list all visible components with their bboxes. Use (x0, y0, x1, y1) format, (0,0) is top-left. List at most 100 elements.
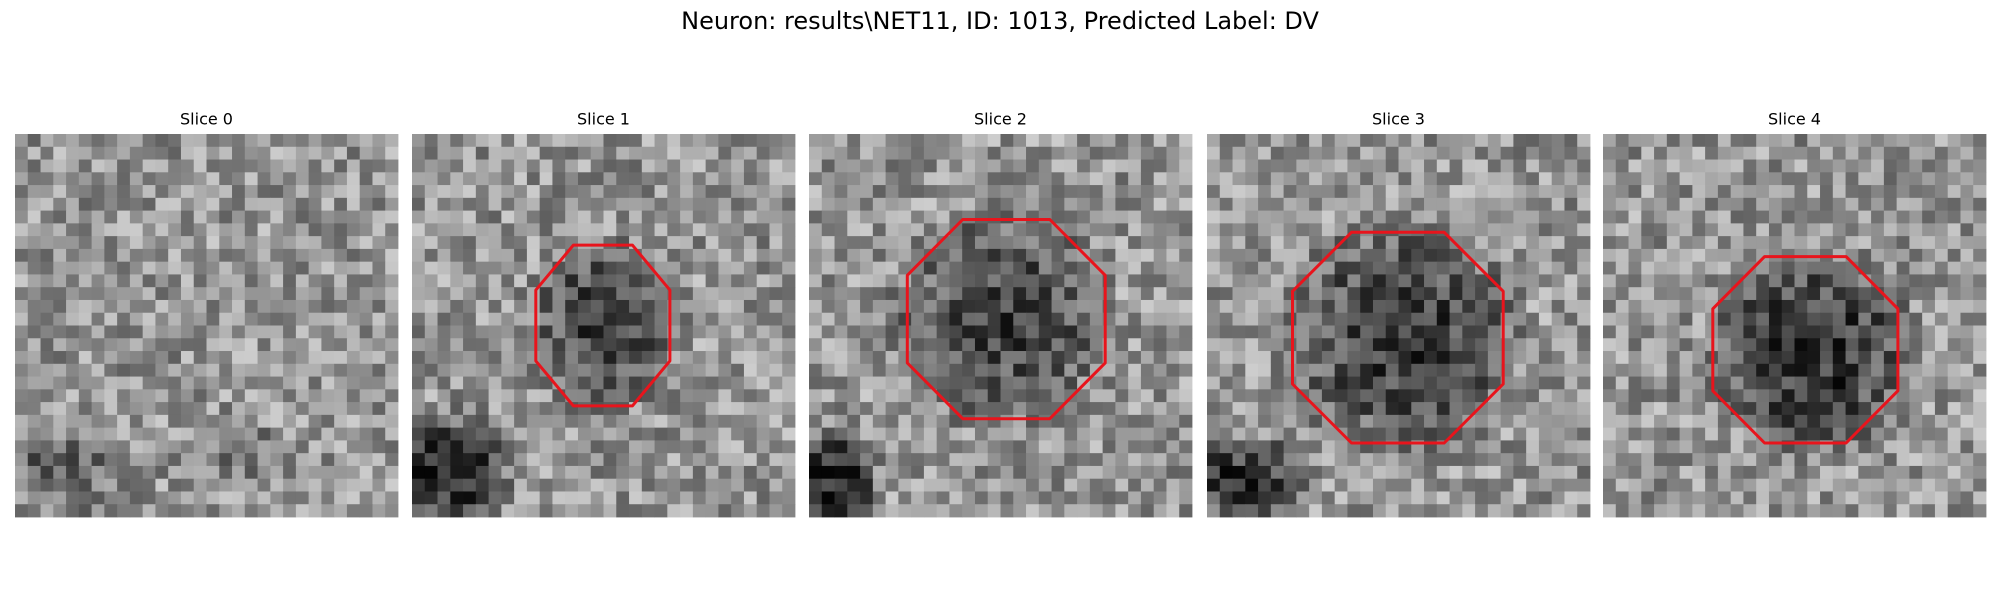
pixel (1641, 325, 1655, 339)
pixel (1411, 376, 1425, 390)
pixel (705, 351, 719, 365)
pixel (1128, 312, 1142, 326)
pixel (1207, 376, 1221, 390)
pixel (283, 236, 297, 250)
pixel (193, 248, 207, 263)
pixel (1153, 376, 1167, 390)
pixel (1756, 414, 1770, 429)
pixel (1219, 159, 1233, 173)
pixel (244, 248, 258, 263)
pixel (1896, 325, 1910, 339)
pixel (782, 236, 796, 250)
pixel (283, 465, 297, 480)
pixel (1960, 440, 1974, 454)
pixel (1321, 465, 1336, 480)
pixel (244, 159, 258, 173)
pixel (654, 197, 668, 211)
pixel (1140, 338, 1155, 352)
pixel (463, 325, 477, 339)
pixel (78, 146, 92, 160)
pixel (1934, 389, 1949, 403)
pixel (1283, 210, 1297, 224)
pixel (219, 389, 233, 403)
pixel (1309, 504, 1323, 518)
pixel (1692, 338, 1706, 352)
pixel (412, 363, 426, 377)
pixel (283, 210, 297, 224)
pixel (565, 210, 579, 224)
pixel (372, 248, 386, 263)
pixel (1309, 159, 1323, 173)
pixel (66, 427, 80, 441)
pixel (450, 299, 464, 314)
pixel (1115, 414, 1129, 429)
pixel (270, 453, 284, 467)
pixel (821, 478, 835, 492)
pixel (1845, 504, 1859, 518)
pixel (334, 504, 348, 518)
pixel (1153, 159, 1167, 173)
pixel (334, 351, 348, 365)
pixel (705, 389, 719, 403)
pixel (1781, 478, 1795, 492)
pixel (1947, 338, 1961, 352)
pixel (1947, 172, 1961, 186)
pixel (219, 146, 233, 160)
pixel (1153, 338, 1167, 352)
pixel (142, 402, 156, 416)
pixel (1845, 223, 1859, 237)
pixel (1077, 274, 1091, 288)
pixel (1692, 351, 1706, 365)
pixel (847, 427, 861, 441)
pixel (923, 465, 938, 480)
pixel (450, 159, 464, 173)
pixel (923, 491, 938, 505)
pixel (1705, 261, 1719, 275)
pixel (1679, 261, 1693, 275)
pixel (321, 299, 335, 314)
pixel (743, 363, 758, 377)
pixel (629, 338, 643, 352)
pixel (1845, 325, 1859, 339)
pixel (1615, 146, 1629, 160)
pixel (155, 325, 169, 339)
pixel (463, 351, 477, 365)
pixel (616, 261, 630, 275)
pixel (1909, 325, 1923, 339)
pixel (1179, 185, 1193, 199)
pixel (1179, 427, 1193, 441)
pixel (232, 414, 246, 429)
pixel (1179, 248, 1193, 263)
pixel (1973, 504, 1987, 518)
pixel (424, 478, 438, 492)
pixel (923, 478, 938, 492)
pixel (66, 478, 80, 492)
pixel (692, 376, 707, 390)
pixel (936, 223, 950, 237)
pixel (180, 325, 195, 339)
pixel (1385, 146, 1399, 160)
pixel (1551, 376, 1565, 390)
pixel (1615, 134, 1629, 148)
pixel (821, 134, 835, 148)
pixel (1768, 478, 1783, 492)
pixel (488, 159, 502, 173)
pixel (1475, 185, 1489, 199)
pixel (1385, 427, 1399, 441)
pixel (514, 453, 528, 467)
pixel (308, 363, 322, 377)
pixel (270, 185, 284, 199)
pixel (66, 134, 80, 148)
pixel (809, 376, 823, 390)
pixel (372, 414, 386, 429)
pixel (1807, 363, 1821, 377)
pixel (1372, 363, 1387, 377)
pixel (1883, 427, 1898, 441)
pixel (53, 172, 67, 186)
pixel (898, 261, 912, 275)
pixel (257, 376, 271, 390)
pixel (66, 465, 80, 480)
pixel (1641, 440, 1655, 454)
pixel (1934, 159, 1949, 173)
pixel (1372, 134, 1387, 148)
